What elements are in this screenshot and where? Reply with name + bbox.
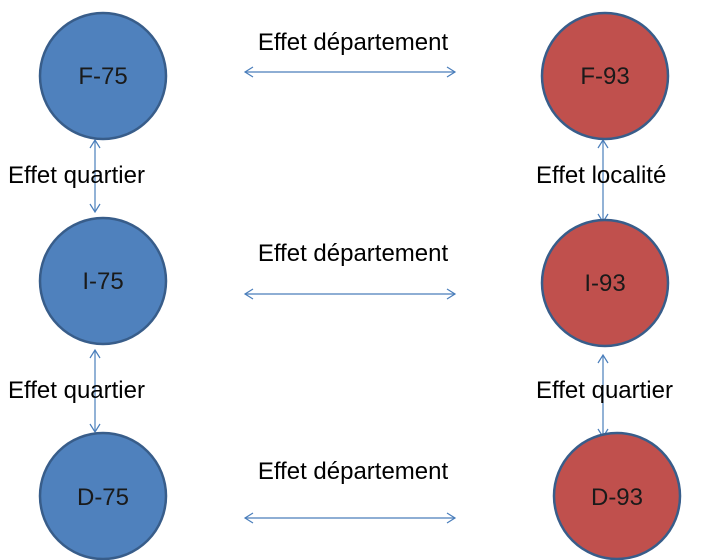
arrow-dept-top: [243, 66, 457, 78]
node-d93: D-93: [552, 431, 682, 560]
node-f75: F-75: [38, 11, 168, 141]
edge-label-localite-right-top: Effet localité: [536, 162, 666, 189]
node-f75-label: F-75: [78, 63, 127, 90]
edge-label-dept-bot: Effet département: [258, 458, 449, 485]
node-f93-label: F-93: [580, 63, 629, 90]
arrow-dept-mid: [243, 288, 457, 300]
node-d75-label: D-75: [77, 484, 129, 511]
edge-label-dept-top: Effet département: [258, 29, 449, 56]
edge-label-quartier-left-top: Effet quartier: [8, 162, 145, 189]
arrow-quartier-left-top: [89, 138, 101, 214]
edge-label-quartier-right-bot: Effet quartier: [536, 377, 673, 404]
arrow-dept-bot: [243, 512, 457, 524]
node-d75: D-75: [38, 431, 168, 560]
arrow-quartier-left-bot: [89, 348, 101, 434]
node-f93: F-93: [540, 11, 670, 141]
node-i93: I-93: [540, 218, 670, 348]
edge-label-dept-mid: Effet département: [258, 240, 449, 267]
node-i75-label: I-75: [82, 268, 123, 295]
node-i75: I-75: [38, 216, 168, 346]
node-d93-label: D-93: [591, 484, 643, 511]
edge-label-quartier-left-bot: Effet quartier: [8, 377, 145, 404]
node-i93-label: I-93: [584, 270, 625, 297]
